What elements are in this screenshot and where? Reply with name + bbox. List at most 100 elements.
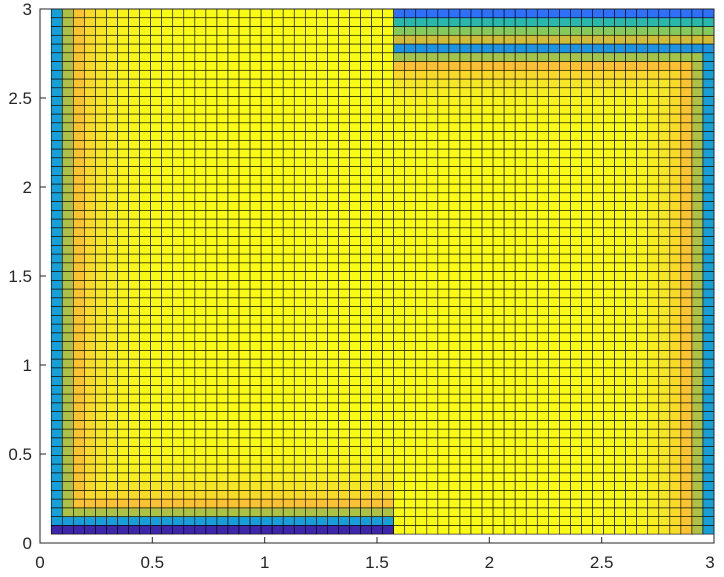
heatmap-cell bbox=[492, 376, 505, 386]
heatmap-cell bbox=[426, 525, 439, 535]
heatmap-cell bbox=[459, 297, 472, 307]
heatmap-cell bbox=[503, 411, 516, 421]
heatmap-cell bbox=[536, 8, 549, 19]
heatmap-cell bbox=[404, 122, 417, 132]
heatmap-cell bbox=[194, 315, 207, 325]
heatmap-cell bbox=[426, 393, 439, 404]
heatmap-cell bbox=[183, 174, 196, 185]
heatmap-cell bbox=[669, 279, 682, 290]
heatmap-cell bbox=[536, 166, 549, 176]
heatmap-cell bbox=[304, 507, 317, 517]
heatmap-cell bbox=[106, 26, 118, 36]
heatmap-cell bbox=[327, 315, 339, 325]
heatmap-cell bbox=[658, 69, 671, 80]
heatmap-cell bbox=[470, 437, 483, 447]
heatmap-cell bbox=[404, 253, 417, 264]
heatmap-cell bbox=[271, 420, 284, 430]
heatmap-cell bbox=[50, 78, 63, 89]
heatmap-cell bbox=[492, 113, 505, 124]
heatmap-cell bbox=[559, 8, 571, 19]
heatmap-cell bbox=[437, 516, 450, 526]
heatmap-cell bbox=[117, 271, 129, 281]
heatmap-cell bbox=[371, 209, 383, 220]
heatmap-cell bbox=[106, 385, 118, 395]
heatmap-cell bbox=[503, 516, 516, 526]
heatmap-cell bbox=[680, 411, 693, 421]
heatmap-cell bbox=[669, 507, 682, 517]
heatmap-cell bbox=[669, 122, 682, 132]
heatmap-cell bbox=[128, 96, 140, 106]
heatmap-cell bbox=[194, 332, 207, 342]
heatmap-cell bbox=[570, 131, 582, 141]
heatmap-cell bbox=[614, 385, 626, 395]
heatmap-cell bbox=[128, 157, 140, 167]
heatmap-cell bbox=[293, 402, 306, 412]
heatmap-cell bbox=[658, 428, 671, 439]
heatmap-cell bbox=[271, 209, 284, 220]
heatmap-cell bbox=[382, 253, 394, 264]
heatmap-cell bbox=[680, 245, 693, 255]
heatmap-cell bbox=[492, 279, 505, 290]
heatmap-cell bbox=[625, 428, 637, 439]
heatmap-cell bbox=[316, 437, 328, 447]
heatmap-cell bbox=[327, 428, 339, 439]
heatmap-cell bbox=[50, 113, 63, 124]
heatmap-cell bbox=[84, 253, 96, 264]
heatmap-cell bbox=[260, 525, 273, 535]
heatmap-cell bbox=[117, 481, 129, 491]
heatmap-cell bbox=[106, 358, 118, 369]
heatmap-cell bbox=[702, 61, 715, 71]
heatmap-cell bbox=[183, 271, 196, 281]
heatmap-cell bbox=[293, 113, 306, 124]
heatmap-cell bbox=[338, 323, 350, 334]
heatmap-cell bbox=[360, 498, 372, 509]
heatmap-cell bbox=[349, 17, 361, 27]
heatmap-cell bbox=[702, 306, 715, 316]
heatmap-cell bbox=[84, 43, 96, 54]
heatmap-cell bbox=[205, 507, 218, 517]
heatmap-cell bbox=[525, 490, 538, 500]
heatmap-cell bbox=[592, 131, 604, 141]
heatmap-cell bbox=[50, 34, 63, 45]
heatmap-cell bbox=[570, 43, 582, 54]
heatmap-cell bbox=[404, 69, 417, 80]
heatmap-cell bbox=[183, 253, 196, 264]
heatmap-cell bbox=[73, 253, 85, 264]
heatmap-cell bbox=[603, 463, 615, 474]
heatmap-cell bbox=[216, 516, 229, 526]
heatmap-cell bbox=[559, 297, 571, 307]
heatmap-cell bbox=[117, 245, 129, 255]
heatmap-cell bbox=[702, 385, 715, 395]
heatmap-cell bbox=[492, 367, 505, 377]
heatmap-cell bbox=[404, 446, 417, 456]
heatmap-cell bbox=[338, 516, 350, 526]
heatmap-cell bbox=[691, 437, 704, 447]
heatmap-cell bbox=[139, 323, 151, 334]
heatmap-cell bbox=[459, 245, 472, 255]
heatmap-cell bbox=[691, 157, 704, 167]
heatmap-cell bbox=[50, 253, 63, 264]
heatmap-cell bbox=[691, 148, 704, 159]
heatmap-cell bbox=[437, 393, 450, 404]
heatmap-cell bbox=[360, 69, 372, 80]
heatmap-cell bbox=[282, 122, 295, 132]
heatmap-cell bbox=[183, 306, 196, 316]
heatmap-cell bbox=[658, 104, 671, 115]
heatmap-cell bbox=[415, 332, 428, 342]
heatmap-cell bbox=[514, 306, 527, 316]
heatmap-cell bbox=[536, 323, 549, 334]
heatmap-cell bbox=[95, 516, 107, 526]
heatmap-cell bbox=[448, 507, 461, 517]
heatmap-cell bbox=[183, 428, 196, 439]
heatmap-cell bbox=[316, 323, 328, 334]
heatmap-cell bbox=[73, 122, 85, 132]
heatmap-cell bbox=[426, 218, 439, 229]
heatmap-cell bbox=[525, 455, 538, 465]
heatmap-cell bbox=[536, 61, 549, 71]
heatmap-cell bbox=[636, 385, 649, 395]
heatmap-cell bbox=[680, 428, 693, 439]
heatmap-cell bbox=[95, 192, 107, 202]
heatmap-cell bbox=[393, 376, 406, 386]
heatmap-cell bbox=[50, 104, 63, 115]
heatmap-cell bbox=[360, 420, 372, 430]
